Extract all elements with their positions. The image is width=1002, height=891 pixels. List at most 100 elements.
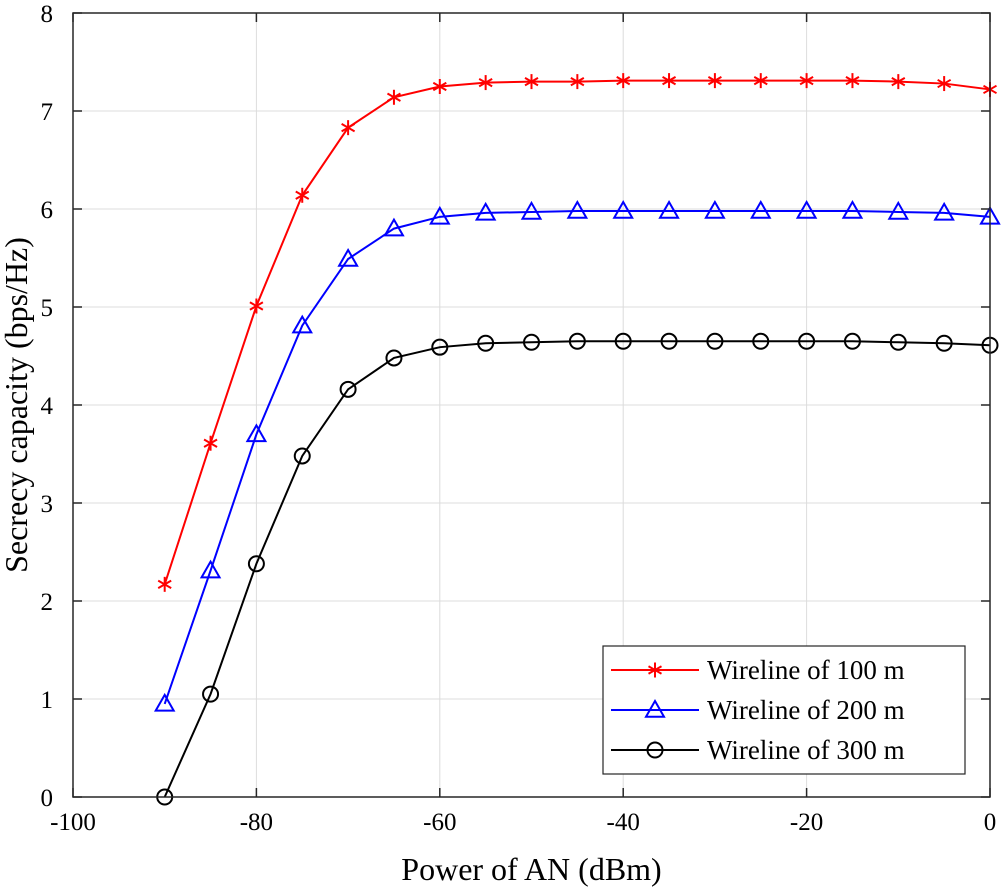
- asterisk-marker: [937, 76, 952, 92]
- circle-marker: [477, 334, 495, 352]
- y-tick-label: 7: [41, 99, 54, 126]
- circle-marker: [646, 741, 664, 759]
- circle-marker: [752, 332, 770, 350]
- circle-marker: [247, 555, 265, 573]
- y-tick-label: 0: [41, 785, 54, 812]
- asterisk-marker: [845, 73, 860, 89]
- asterisk-stroke: [524, 76, 539, 87]
- asterisk-marker: [524, 74, 539, 90]
- series-line: [163, 340, 991, 798]
- triangle-marker: [337, 247, 359, 267]
- circle-marker: [385, 349, 403, 367]
- x-tick-label: 0: [984, 809, 997, 836]
- legend-label: Wireline of 300 m: [707, 735, 905, 765]
- asterisk-marker: [432, 79, 447, 94]
- legend-label: Wireline of 200 m: [707, 695, 905, 725]
- circle-marker: [889, 333, 907, 351]
- asterisk-stroke: [157, 579, 172, 589]
- circle-marker: [660, 332, 678, 350]
- asterisk-marker: [707, 73, 722, 89]
- axis-ticks: -100 -80 -60 -40 -20 0 0 1 2 3 4 5 6 7 8: [41, 1, 997, 836]
- asterisk-marker: [478, 75, 493, 91]
- triangle-marker: [644, 698, 666, 718]
- triangle-marker: [795, 199, 818, 219]
- asterisk-stroke: [662, 76, 677, 86]
- asterisk-marker: [341, 120, 356, 136]
- y-tick-label: 1: [41, 687, 54, 714]
- x-tick-label: -60: [423, 809, 456, 836]
- asterisk-marker: [891, 74, 906, 90]
- triangle-marker: [153, 692, 176, 712]
- triangle-marker: [612, 199, 634, 219]
- circle-marker: [614, 332, 632, 350]
- triangle-marker: [750, 199, 772, 219]
- asterisk-stroke: [432, 81, 447, 92]
- x-axis-label: Power of AN (dBm): [401, 851, 661, 887]
- circle-marker: [568, 332, 586, 350]
- asterisk-stroke: [386, 92, 401, 102]
- triangle-marker: [474, 201, 497, 221]
- legend-box: [602, 645, 966, 775]
- asterisk-marker: [799, 73, 814, 89]
- asterisk-marker: [648, 662, 662, 678]
- asterisk-marker: [157, 576, 172, 592]
- x-tick-label: -100: [50, 809, 96, 836]
- legend-label: Wireline of 100 m: [707, 655, 905, 685]
- x-tick-label: -20: [790, 809, 823, 836]
- circle-marker: [523, 333, 540, 351]
- triangle-marker: [841, 199, 864, 219]
- asterisk-stroke: [753, 76, 768, 86]
- asterisk-marker: [570, 74, 585, 90]
- triangle-marker: [383, 217, 405, 237]
- asterisk-stroke: [203, 438, 218, 448]
- asterisk-stroke: [891, 76, 906, 87]
- asterisk-stroke: [570, 76, 585, 87]
- asterisk-stroke: [478, 77, 493, 88]
- circle-marker: [843, 332, 861, 350]
- series-line: [163, 79, 991, 585]
- triangle-marker: [887, 200, 910, 220]
- y-axis-label: Secrecy capacity (bps/Hz): [0, 237, 34, 573]
- triangle-marker: [933, 201, 955, 221]
- triangle-marker: [566, 199, 589, 219]
- triangle-marker: [704, 199, 726, 219]
- circle-marker: [935, 334, 953, 352]
- circle-marker: [202, 685, 220, 703]
- y-tick-label: 8: [41, 1, 54, 28]
- legend: Wireline of 100 m Wireline of 200 m Wireli…: [602, 645, 966, 775]
- circle-marker: [431, 338, 449, 356]
- asterisk-stroke: [648, 665, 662, 675]
- asterisk-stroke: [845, 76, 860, 86]
- asterisk-marker: [249, 298, 264, 314]
- triangle-marker: [199, 559, 222, 579]
- asterisk-marker: [203, 435, 218, 451]
- asterisk-marker: [295, 187, 310, 203]
- asterisk-stroke: [295, 190, 310, 200]
- x-tick-label: -80: [240, 809, 273, 836]
- circle-marker: [293, 447, 311, 465]
- triangle-marker: [429, 205, 451, 225]
- series-line: [163, 209, 991, 705]
- triangle-marker: [291, 314, 313, 334]
- triangle-marker: [658, 199, 680, 219]
- circle-marker: [706, 332, 724, 350]
- y-tick-label: 5: [41, 295, 54, 322]
- asterisk-stroke: [249, 301, 264, 311]
- x-tick-label: -40: [607, 809, 640, 836]
- y-tick-label: 3: [41, 491, 54, 518]
- triangle-marker: [520, 200, 543, 220]
- y-tick-label: 4: [41, 393, 54, 420]
- circle-marker: [798, 332, 816, 350]
- asterisk-stroke: [707, 76, 722, 86]
- triangle-marker: [245, 423, 268, 443]
- asterisk-marker: [616, 73, 631, 89]
- asterisk-stroke: [616, 76, 631, 86]
- asterisk-marker: [662, 73, 677, 89]
- asterisk-marker: [753, 73, 768, 89]
- asterisk-stroke: [799, 76, 814, 86]
- circle-marker: [339, 380, 357, 398]
- asterisk-stroke: [937, 78, 952, 89]
- y-tick-label: 6: [41, 197, 54, 224]
- asterisk-stroke: [341, 123, 356, 133]
